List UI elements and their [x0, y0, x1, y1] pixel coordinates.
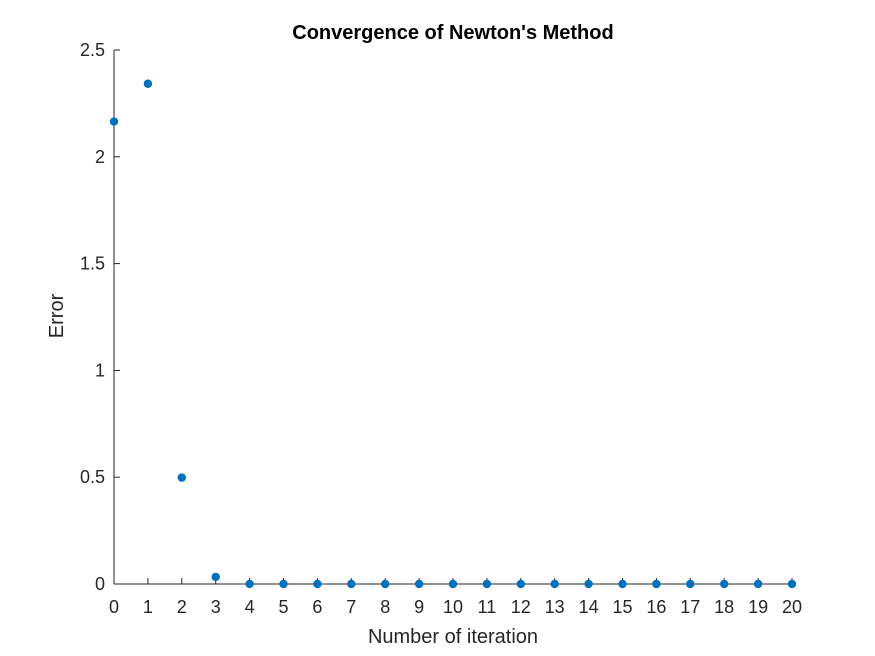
- y-tick-label: 1: [95, 360, 105, 380]
- data-point: [143, 79, 153, 88]
- data-point: [584, 579, 593, 589]
- x-tick-label: 8: [380, 597, 390, 617]
- data-point: [177, 473, 186, 482]
- data-point: [652, 579, 661, 589]
- x-axis-ticks: 0 1 2 3 4 5 6 7 8 9 10 11 12 13 14 15 16 17 18 19 20: [109, 578, 802, 617]
- data-point: [550, 579, 559, 589]
- data-point: [245, 579, 254, 589]
- x-tick-label: 6: [312, 597, 322, 617]
- y-tick-label: 0.5: [80, 467, 105, 487]
- data-point: [482, 579, 492, 589]
- data-point: [381, 579, 390, 589]
- x-tick-label: 12: [511, 597, 531, 617]
- data-point: [787, 579, 797, 589]
- data-point: [313, 579, 322, 589]
- data-point: [109, 117, 119, 126]
- x-tick-label: 4: [245, 597, 255, 617]
- x-tick-label: 11: [478, 597, 497, 617]
- data-point: [753, 579, 763, 589]
- x-tick-label: 7: [346, 597, 356, 617]
- data-point: [448, 579, 458, 589]
- y-axis-ticks: 0 0.5 1 1.5 2 2.5: [80, 40, 120, 594]
- data-point: [279, 579, 288, 589]
- x-tick-label: 1: [143, 597, 153, 617]
- x-tick-label: 2: [177, 597, 187, 617]
- x-tick-label: 18: [714, 597, 734, 617]
- x-tick-label: 0: [109, 597, 119, 617]
- y-axis-label: Error: [46, 293, 68, 338]
- x-tick-label: 20: [782, 597, 802, 617]
- data-points: [109, 79, 797, 589]
- data-point: [720, 579, 729, 589]
- data-point: [516, 579, 525, 589]
- data-point: [618, 579, 627, 589]
- y-tick-label: 2.5: [80, 40, 105, 60]
- x-tick-label: 17: [680, 597, 700, 617]
- y-tick-label: 2: [95, 147, 105, 167]
- x-tick-label: 13: [545, 597, 565, 617]
- x-tick-label: 5: [278, 597, 288, 617]
- data-point: [686, 579, 695, 589]
- x-axis-label: Number of iteration: [368, 626, 538, 648]
- x-tick-label: 14: [579, 597, 599, 617]
- x-tick-label: 3: [211, 597, 221, 617]
- data-point: [347, 579, 356, 589]
- data-point: [211, 572, 220, 582]
- x-tick-label: 19: [748, 597, 768, 617]
- x-tick-label: 15: [612, 597, 632, 617]
- y-tick-label: 0: [95, 574, 105, 594]
- plot-axes: [113, 50, 792, 585]
- chart-title: Convergence of Newton's Method: [292, 22, 613, 44]
- x-tick-label: 16: [646, 597, 666, 617]
- x-tick-label: 9: [414, 597, 424, 617]
- y-tick-label: 1.5: [80, 254, 105, 274]
- x-tick-label: 10: [443, 597, 463, 617]
- data-point: [414, 579, 424, 589]
